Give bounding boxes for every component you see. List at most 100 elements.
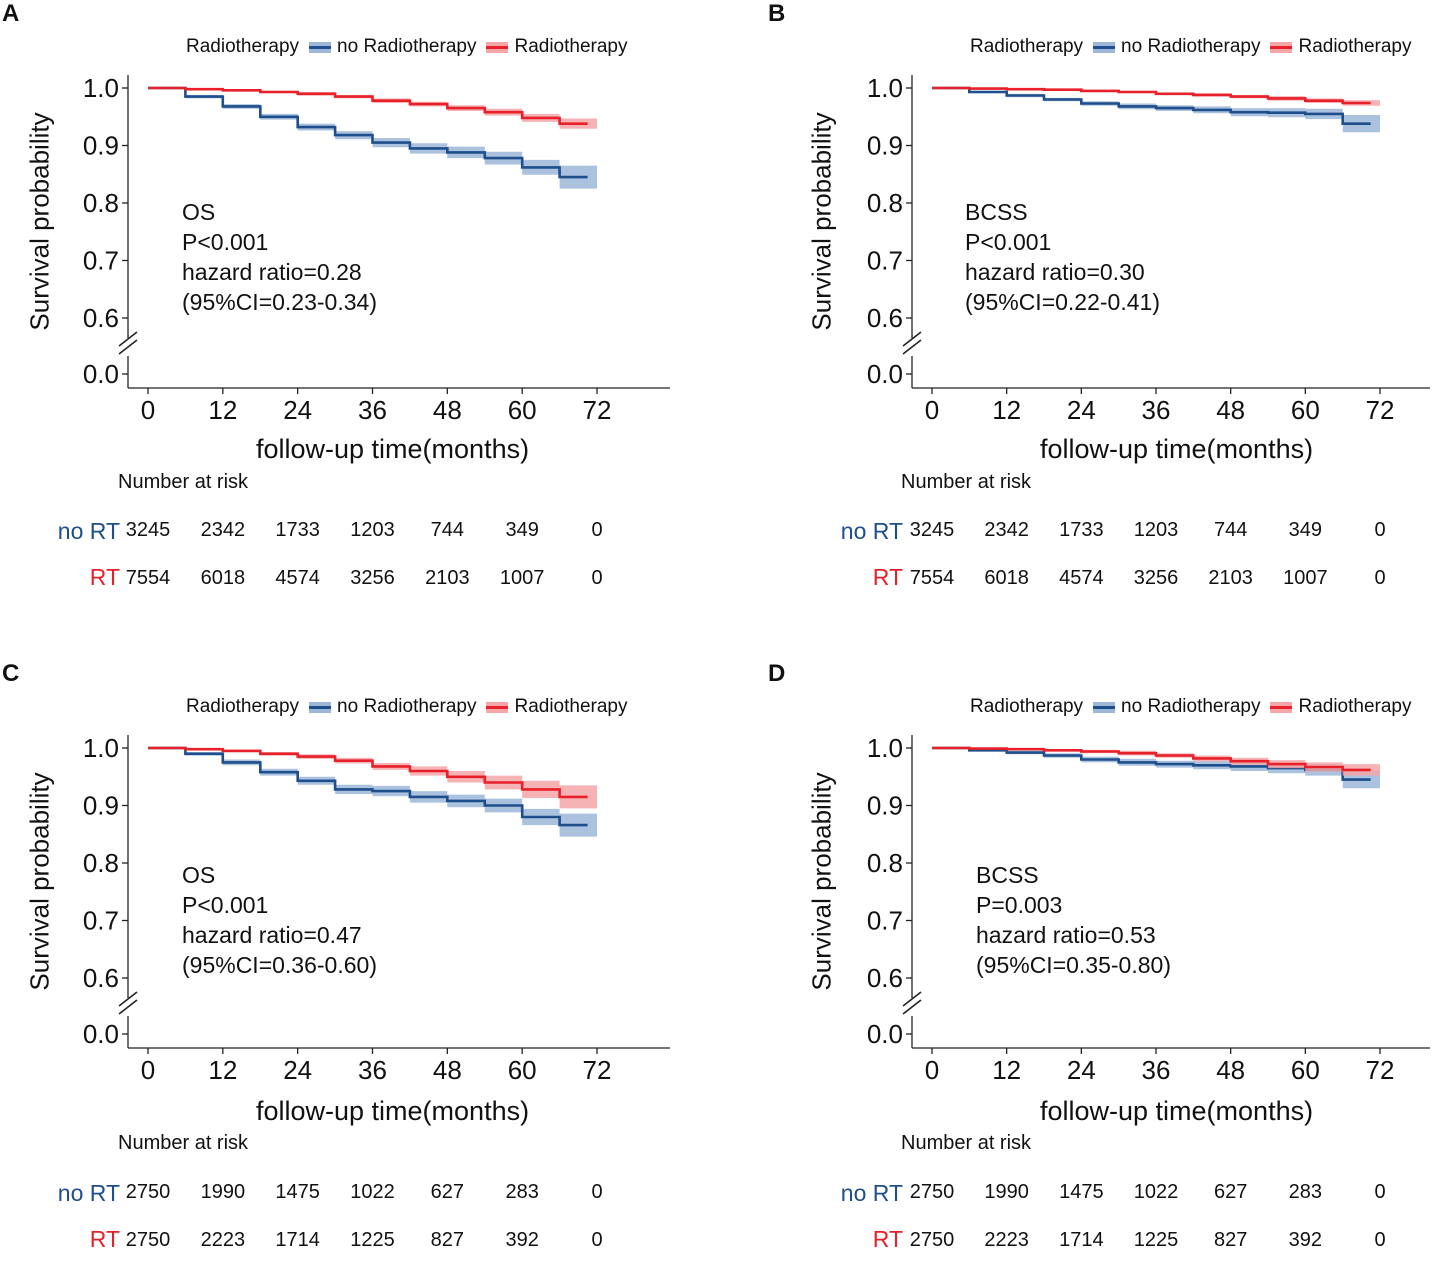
risk-cell: 1007 (1283, 567, 1328, 589)
x-tick-label: 24 (1067, 395, 1096, 425)
x-tick-label: 36 (358, 1055, 387, 1085)
risk-label-no-rt: no RT (840, 1180, 903, 1206)
km-plot-b: 1.0 0.9 0.8 0.7 0.6 0.0 0 12 24 36 48 60 72 (867, 73, 1430, 425)
x-tick-label: 72 (583, 395, 612, 425)
risk-cell: 744 (1213, 519, 1248, 541)
risk-cell: 1714 (275, 1229, 320, 1251)
risk-cell: 827 (1213, 1229, 1248, 1251)
ann-endpoint: BCSS (965, 199, 1028, 225)
risk-cell: 283 (505, 1181, 539, 1203)
ann-endpoint: OS (182, 862, 216, 888)
risk-cell: 1714 (1059, 1229, 1104, 1251)
y-tick-label: 0.0 (867, 1019, 903, 1049)
risk-cell: 2103 (1208, 567, 1253, 589)
risk-label-no-rt: no RT (57, 518, 120, 544)
risk-cell: 627 (1213, 1181, 1248, 1203)
y-tick-label: 0.6 (867, 303, 903, 333)
ann-ci: (95%CI=0.35-0.80) (976, 952, 1171, 978)
panel-label: A (2, 0, 20, 27)
risk-cell: 6018 (984, 567, 1029, 589)
survival-curve-no-rt (932, 86, 1371, 125)
x-tick-label: 60 (1291, 1055, 1320, 1085)
legend-title: Radiotherapy (186, 696, 300, 717)
risk-label-no-rt: no RT (840, 518, 903, 544)
risk-cell: 3245 (125, 519, 171, 541)
x-tick-label: 60 (508, 1055, 537, 1085)
legend-key-no-rt (309, 701, 332, 714)
legend-no-rt: no Radiotherapy (337, 696, 477, 717)
stats-annotation: OS P<0.001 hazard ratio=0.28 (95%CI=0.23… (182, 197, 377, 317)
y-axis-label: Survival probability (24, 112, 55, 331)
x-tick-label: 36 (1142, 1055, 1171, 1085)
legend-no-rt: no Radiotherapy (1121, 696, 1261, 717)
axis-break-mark (118, 339, 138, 355)
y-tick-label: 0.8 (83, 188, 119, 218)
y-tick-label: 1.0 (83, 733, 119, 763)
y-tick-label: 0.0 (83, 359, 119, 389)
ann-hazard-ratio: hazard ratio=0.30 (965, 259, 1145, 285)
risk-cell: 1022 (350, 1181, 395, 1203)
risk-cell: 627 (430, 1181, 465, 1203)
legend-key-no-rt (309, 41, 332, 54)
risk-cell: 2223 (200, 1229, 246, 1251)
x-tick-label: 36 (1142, 395, 1171, 425)
y-tick-label: 1.0 (867, 733, 903, 763)
risk-cell: 3245 (909, 519, 955, 541)
risk-cell: 0 (591, 567, 603, 589)
legend-key-no-rt (1093, 701, 1116, 714)
x-tick-label: 72 (1366, 395, 1395, 425)
ci-band-rt (148, 748, 597, 809)
x-tick-label: 24 (1067, 1055, 1096, 1085)
stats-annotation: BCSS P=0.003 hazard ratio=0.53 (95%CI=0.… (976, 860, 1171, 980)
risk-cell: 0 (1374, 567, 1386, 589)
risk-cell: 1022 (1133, 1181, 1179, 1203)
y-tick-label: 0.7 (867, 246, 903, 276)
x-tick-label: 48 (1216, 1055, 1245, 1085)
panel-c: 1.0 0.9 0.8 0.7 0.6 0.0 0 12 24 36 48 60 72 C Radiot… (0, 660, 720, 1287)
risk-cell: 1990 (984, 1181, 1029, 1203)
x-tick-label: 36 (358, 395, 387, 425)
y-tick-label: 1.0 (83, 73, 119, 103)
x-tick-label: 48 (1216, 395, 1245, 425)
risk-cell: 827 (430, 1229, 465, 1251)
x-tick-label: 24 (283, 1055, 312, 1085)
x-axis-label: follow-up time(months) (256, 1096, 530, 1126)
survival-curve-rt (932, 746, 1371, 772)
ann-ci: (95%CI=0.22-0.41) (965, 289, 1160, 315)
risk-cell: 2750 (125, 1229, 171, 1251)
axis-break-mark (118, 331, 138, 347)
risk-cell: 0 (1374, 519, 1386, 541)
ann-pvalue: P<0.001 (965, 229, 1052, 255)
legend-rt: Radiotherapy (1298, 36, 1412, 57)
risk-cell: 1733 (1059, 519, 1104, 541)
risk-cell: 744 (430, 519, 465, 541)
risk-cell: 4574 (1059, 567, 1104, 589)
risk-label-rt: RT (89, 564, 120, 590)
survival-curve-no-rt (148, 746, 588, 827)
x-tick-label: 12 (992, 395, 1021, 425)
axis-break-mark (118, 999, 138, 1015)
ann-ci: (95%CI=0.36-0.60) (182, 952, 377, 978)
x-tick-label: 12 (208, 395, 237, 425)
legend: Radiotherapy no Radiotherapy Radiotherap… (186, 36, 628, 58)
y-tick-label: 0.9 (83, 131, 119, 161)
risk-cell: 3256 (350, 567, 395, 589)
x-axis-label: follow-up time(months) (1040, 1096, 1314, 1126)
y-tick-label: 0.7 (83, 246, 119, 276)
x-tick-label: 48 (433, 1055, 462, 1085)
legend-no-rt: no Radiotherapy (337, 36, 477, 57)
y-tick-label: 0.8 (867, 188, 903, 218)
ann-endpoint: BCSS (976, 862, 1039, 888)
ann-endpoint: OS (182, 199, 216, 225)
y-axis-label: Survival probability (24, 772, 55, 991)
legend: Radiotherapy no Radiotherapy Radiotherap… (186, 696, 628, 718)
ann-hazard-ratio: hazard ratio=0.28 (182, 259, 362, 285)
risk-cell: 1225 (1133, 1229, 1179, 1251)
risk-label-rt: RT (872, 1226, 903, 1252)
risk-label-rt: RT (89, 1226, 120, 1252)
x-tick-label: 0 (141, 395, 155, 425)
risk-cell: 1203 (350, 519, 395, 541)
axis-break-mark (902, 331, 922, 347)
risk-cell: 2750 (909, 1181, 955, 1203)
axis-break-mark (902, 999, 922, 1015)
